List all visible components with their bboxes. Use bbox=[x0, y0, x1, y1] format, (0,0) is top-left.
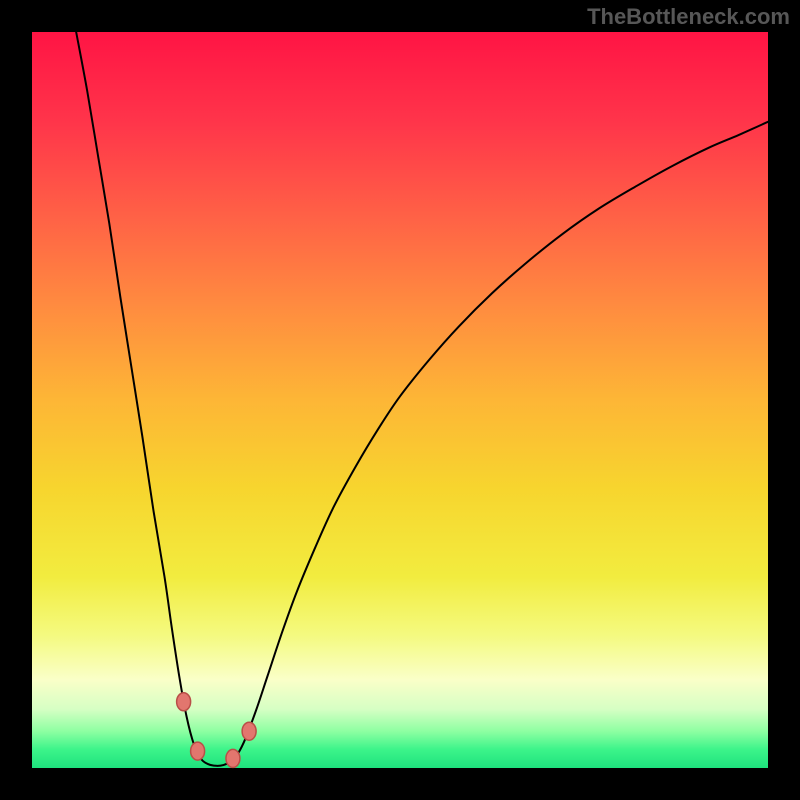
plot-area bbox=[32, 32, 768, 768]
marker-point bbox=[177, 693, 191, 711]
marker-point bbox=[226, 749, 240, 767]
chart-container: TheBottleneck.com bbox=[0, 0, 800, 800]
watermark-text: TheBottleneck.com bbox=[587, 4, 790, 30]
bottleneck-curve bbox=[76, 32, 768, 766]
marker-point bbox=[191, 742, 205, 760]
plot-svg bbox=[32, 32, 768, 768]
marker-point bbox=[242, 722, 256, 740]
